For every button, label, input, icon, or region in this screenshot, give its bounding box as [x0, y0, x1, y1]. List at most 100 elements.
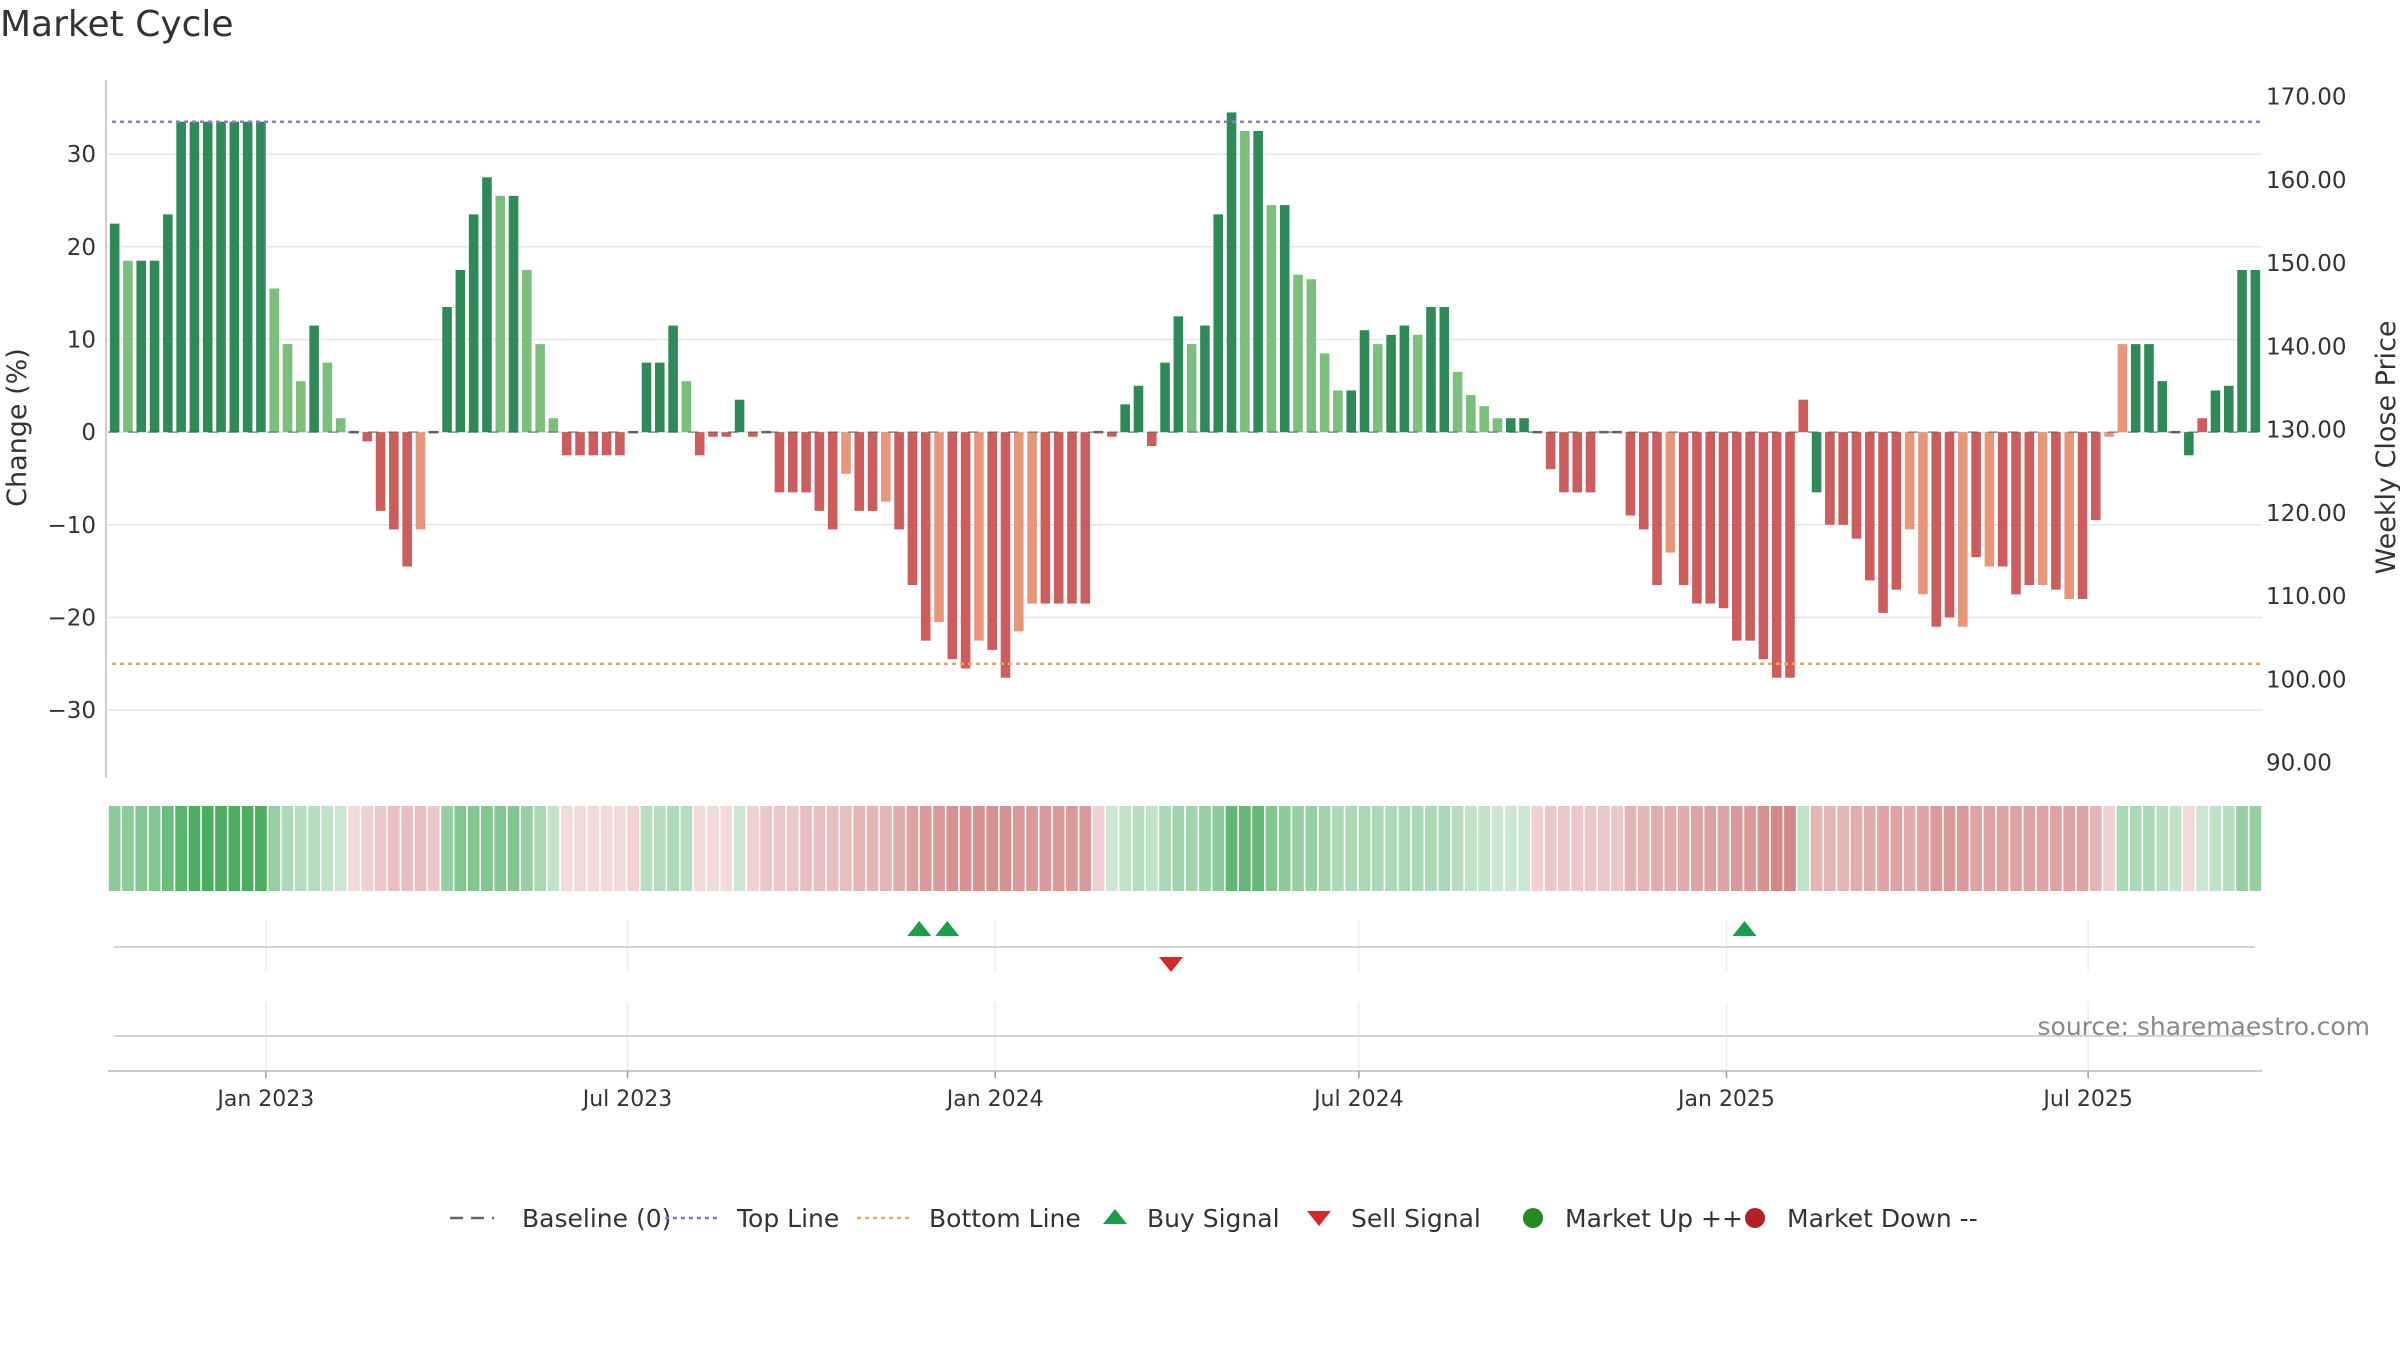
- bar: [1492, 418, 1503, 433]
- bar: [708, 432, 718, 437]
- bar: [1559, 432, 1569, 493]
- heat-cell: [454, 806, 467, 891]
- heat-cell: [733, 806, 746, 891]
- bar: [495, 195, 506, 433]
- bar: [721, 432, 732, 437]
- y2-tick-label: 170.00: [2266, 85, 2346, 111]
- heat-cell: [215, 806, 227, 891]
- bar: [1014, 432, 1024, 632]
- bar: [668, 325, 678, 433]
- bar: [934, 432, 944, 623]
- y-tick-label: 10: [67, 327, 96, 353]
- bar: [149, 260, 160, 433]
- bar: [1426, 307, 1436, 433]
- heat-cell: [2010, 806, 2022, 891]
- heat-cell: [1930, 806, 1943, 891]
- heat-cell: [879, 806, 892, 891]
- bar: [1253, 130, 1263, 433]
- heat-cell: [999, 806, 1012, 891]
- heat-cell: [1518, 806, 1530, 891]
- bar: [309, 325, 319, 433]
- heat-cell: [1172, 806, 1185, 891]
- bar: [123, 260, 133, 433]
- y2-tick-label: 130.00: [2266, 418, 2346, 444]
- heat-cell: [2129, 806, 2142, 891]
- bar: [508, 195, 519, 433]
- heat-cell: [973, 806, 985, 891]
- heat-cell: [2156, 806, 2169, 891]
- bar: [1240, 130, 1250, 433]
- heat-cell: [427, 806, 440, 891]
- y-tick-label: 30: [67, 142, 96, 168]
- heat-cell: [175, 806, 187, 891]
- heat-cell: [1238, 806, 1251, 891]
- source-note: source: sharemaestro.com: [2037, 1012, 2371, 1041]
- legend-label: Baseline (0): [522, 1204, 671, 1233]
- heat-cell: [1704, 806, 1717, 891]
- legend-item: Market Down --: [1745, 1204, 1978, 1233]
- x-tick-label: Jul 2023: [581, 1087, 673, 1112]
- heat-cell: [2249, 806, 2262, 891]
- legend-item: Top Line: [665, 1204, 839, 1233]
- heat-cell: [720, 806, 733, 891]
- legend-label: Bottom Line: [929, 1204, 1081, 1233]
- bar: [2237, 269, 2247, 433]
- heat-cell: [108, 806, 121, 891]
- bar: [987, 432, 997, 650]
- bar: [2011, 432, 2021, 595]
- bar: [1665, 432, 1676, 553]
- heat-cell: [2116, 806, 2129, 891]
- heat-cell: [1637, 806, 1650, 891]
- heat-cell: [1531, 806, 1544, 891]
- bar: [1785, 432, 1795, 678]
- heat-cell: [1332, 806, 1344, 891]
- bar: [748, 432, 758, 437]
- bar: [827, 432, 838, 530]
- bar: [389, 432, 399, 530]
- heat-cell: [1544, 806, 1557, 891]
- heat-cell: [667, 806, 679, 891]
- bar: [641, 362, 652, 433]
- heat-cell: [786, 806, 799, 891]
- heat-cell: [800, 806, 812, 891]
- heat-cell: [1651, 806, 1663, 891]
- bar: [841, 432, 851, 474]
- bar: [601, 432, 612, 456]
- bar: [2091, 432, 2101, 521]
- heat-cell: [1744, 806, 1756, 891]
- bar: [2157, 381, 2168, 433]
- heat-cell: [507, 806, 520, 891]
- heat-cell: [1371, 806, 1384, 891]
- heat-cell: [1465, 806, 1477, 891]
- sell-signal-marker: [1159, 957, 1184, 972]
- bar: [1758, 432, 1769, 660]
- bar: [1505, 418, 1516, 433]
- bar: [1585, 432, 1596, 493]
- heat-cell: [481, 806, 493, 891]
- heat-cell: [2209, 806, 2222, 891]
- heat-cell: [135, 806, 148, 891]
- heat-cell: [1584, 806, 1597, 891]
- heat-cell: [1092, 806, 1105, 891]
- heat-cell: [986, 806, 999, 891]
- heat-cell: [919, 806, 932, 891]
- heat-cell: [1970, 806, 1982, 891]
- bar: [2117, 344, 2128, 433]
- bar: [2104, 432, 2114, 437]
- heat-cell: [866, 806, 879, 891]
- bar: [415, 432, 426, 530]
- heat-cell: [2103, 806, 2115, 891]
- bar: [2144, 344, 2154, 433]
- bar: [2210, 390, 2221, 433]
- bar: [801, 432, 811, 493]
- heat-cell: [1797, 806, 1810, 891]
- y-tick-label: −10: [47, 513, 96, 539]
- heat-cell: [680, 806, 693, 891]
- heat-cell: [1145, 806, 1158, 891]
- heat-cell: [348, 806, 360, 891]
- heat-cell: [587, 806, 600, 891]
- bar: [774, 432, 785, 493]
- triangle-up-icon: [1103, 1209, 1127, 1224]
- heat-cell: [1757, 806, 1770, 891]
- bar: [1226, 112, 1237, 433]
